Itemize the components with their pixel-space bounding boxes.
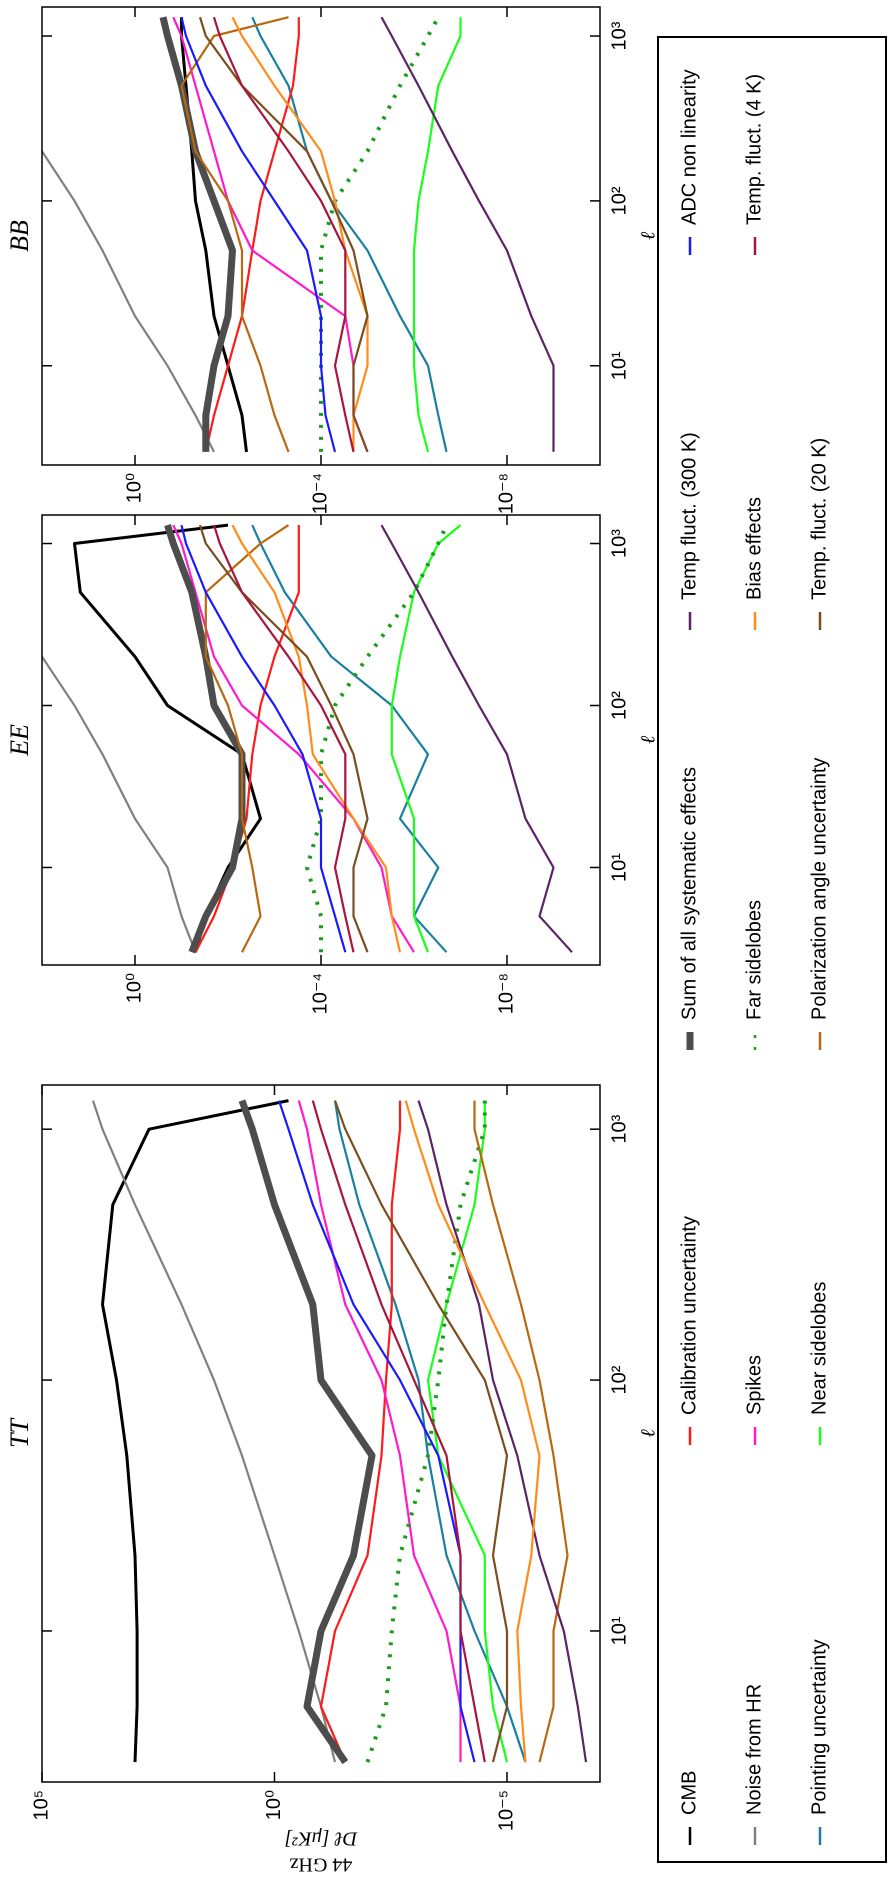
y-tick-label: 10⁻⁸ (495, 473, 517, 514)
x-tick-label: 10³ (608, 1114, 630, 1143)
series-line (311, 1100, 486, 1763)
plot-area (42, 523, 573, 954)
plot-frame (41, 514, 601, 966)
legend-label: Pointing uncertainty (808, 1639, 830, 1815)
series-line (319, 16, 441, 452)
series-line (412, 17, 462, 453)
series-line (365, 1100, 487, 1763)
x-tick-label: 10² (608, 1365, 630, 1394)
series-line (42, 16, 215, 453)
series-line (212, 524, 355, 953)
x-axis-label: ℓ (638, 735, 660, 744)
legend-label: Bias effects (743, 497, 765, 600)
series-line (212, 16, 355, 453)
series-line (417, 1100, 588, 1763)
series-line (426, 1100, 509, 1763)
series-line (204, 17, 300, 453)
series-line (180, 16, 290, 453)
series-line (164, 524, 246, 954)
plot-area (91, 1099, 588, 1765)
y-tick-label: 10⁻⁴ (309, 973, 331, 1014)
legend-label: Far sidelobes (743, 900, 765, 1020)
legend-label: Temp fluct. (300 K) (678, 432, 700, 600)
y-tick-label: 10⁻⁴ (309, 473, 331, 514)
panel-title: TT (5, 1418, 34, 1448)
legend-label: Spikes (743, 1355, 765, 1415)
legend-label: Sum of all systematic effects (678, 767, 700, 1020)
plot-area (42, 16, 555, 453)
x-tick-label: 10¹ (608, 351, 630, 380)
legend-label: Near sidelobes (808, 1282, 830, 1415)
x-tick-label: 10² (608, 691, 630, 720)
legend-label: Calibration uncertainty (678, 1216, 700, 1415)
series-line (194, 525, 300, 953)
series-line (91, 1100, 337, 1763)
x-axis-label: ℓ (638, 1429, 660, 1438)
row-label: 44 GHz (289, 1853, 352, 1875)
y-tick-label: 10⁻⁸ (495, 973, 517, 1014)
legend-label: Polarization angle uncertainty (808, 758, 830, 1020)
series-line (380, 16, 555, 452)
series-line (42, 524, 197, 953)
series-line (305, 524, 449, 953)
legend-label: Temp. fluct. (20 K) (808, 438, 830, 600)
series-line (180, 524, 347, 953)
legend-label: ADC non linearity (678, 69, 700, 225)
series-line (204, 524, 290, 953)
series-line (404, 1100, 541, 1763)
series-line (380, 524, 573, 953)
y-tick-label: 10⁻⁵ (495, 1790, 517, 1831)
series-line (198, 16, 369, 453)
series-line (277, 1100, 476, 1763)
series-line (180, 16, 337, 453)
x-tick-label: 10³ (608, 21, 630, 50)
series-line (238, 1099, 376, 1765)
series-line (172, 524, 415, 953)
series-line (390, 524, 462, 953)
x-tick-label: 10¹ (608, 1616, 630, 1645)
series-line (180, 17, 248, 453)
x-tick-label: 10¹ (608, 853, 630, 882)
series-line (319, 1100, 402, 1763)
series-line (333, 1100, 527, 1763)
panel-title: BB (5, 220, 34, 252)
rotated-figure: 44 GHz Dℓ [μK²] TT ℓ 10¹ 10² 10³ 10⁵ 10⁰ 10⁻⁵ EE… (5, 6, 887, 1875)
y-tick-label: 10⁰ (123, 473, 145, 503)
panel-title: EE (5, 724, 34, 757)
x-tick-label: 10³ (608, 529, 630, 558)
series-line (251, 524, 448, 953)
series-line (333, 1100, 509, 1763)
y-axis-label: Dℓ [μK²] (285, 1827, 359, 1849)
legend-label: Noise from HR (743, 1684, 765, 1815)
plot-frame (41, 6, 601, 466)
x-axis-label: ℓ (638, 231, 660, 240)
series-line (231, 16, 369, 452)
legend-label: CMB (678, 1771, 700, 1815)
series-line (251, 16, 448, 453)
y-tick-label: 10⁰ (263, 1790, 285, 1820)
series-line (101, 1099, 289, 1763)
y-tick-label: 10⁵ (30, 1790, 52, 1821)
series-line (473, 1100, 569, 1763)
series-line (198, 524, 369, 953)
plot-frame (41, 1084, 601, 1783)
series-line (297, 1100, 462, 1763)
y-tick-label: 10⁰ (123, 973, 145, 1003)
legend-box (657, 36, 887, 1863)
x-tick-label: 10² (608, 186, 630, 215)
series-line (159, 16, 236, 452)
series-line (231, 524, 402, 953)
legend-label: Temp. fluct. (4 K) (743, 74, 765, 225)
